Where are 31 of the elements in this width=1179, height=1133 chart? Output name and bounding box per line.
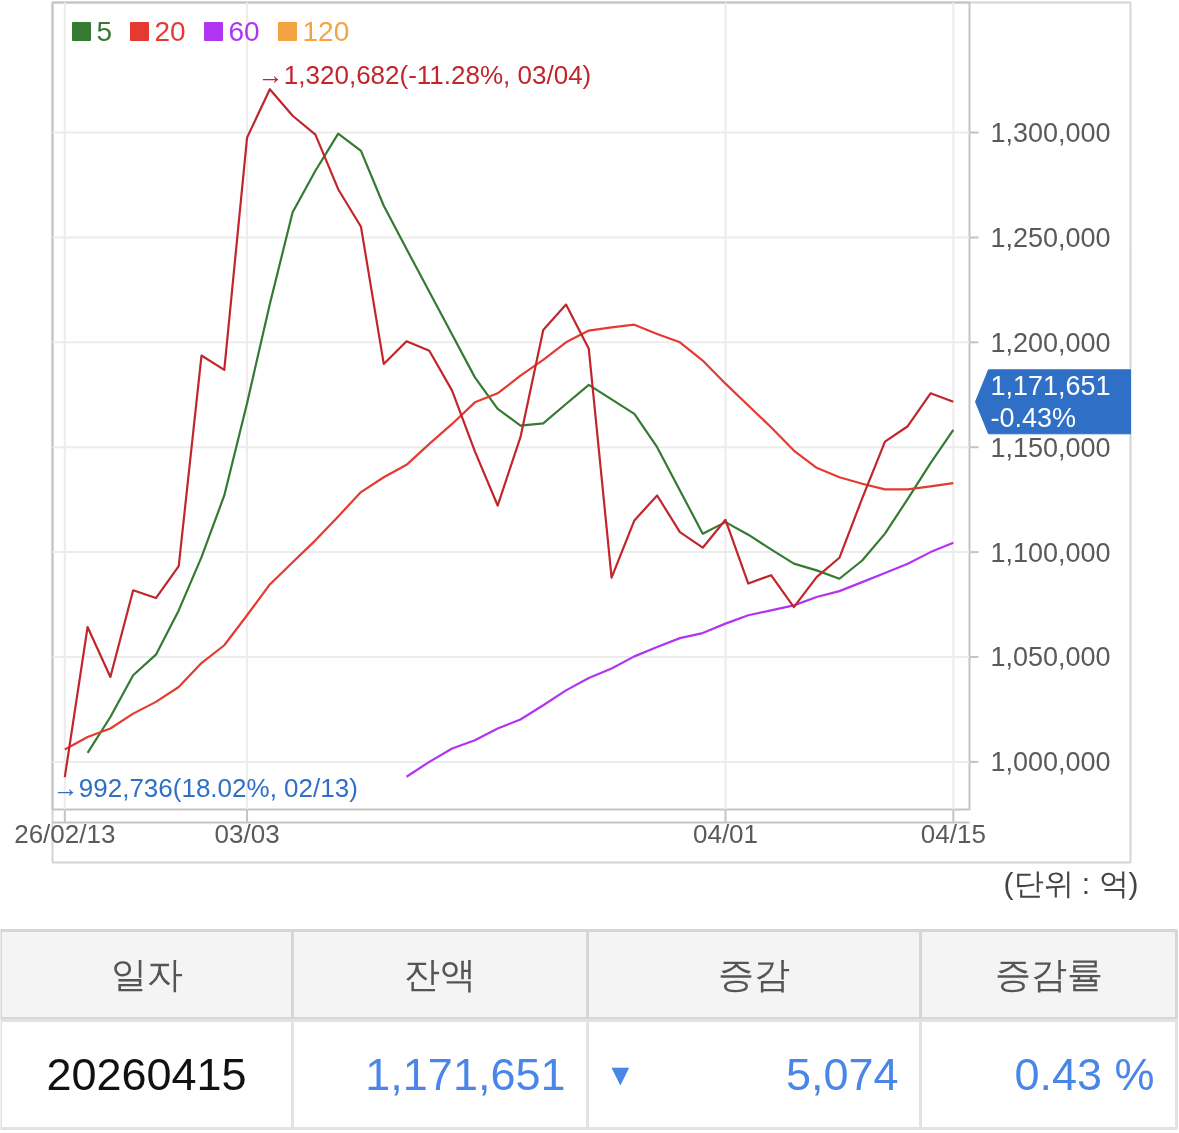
text: 20260415 [46, 1049, 247, 1100]
annotation: →992,736(18.02%, 02/13) [52, 773, 358, 804]
text: 0.43 % [1014, 1049, 1155, 1100]
y-tick-label: 1,150,000 [990, 432, 1111, 463]
legend-label: 120 [302, 16, 350, 47]
text: 5,074 [785, 1049, 899, 1100]
y-tick-label: 1,250,000 [990, 222, 1111, 253]
legend-label: 5 [96, 16, 113, 47]
text: -0.43% [990, 402, 1077, 433]
category-label: 증감률 [994, 954, 1103, 995]
x-tick-label: 03/03 [214, 818, 280, 849]
text: ▼ [605, 1058, 636, 1091]
category-label: 증감 [718, 954, 790, 995]
category-label: 잔액 [404, 954, 476, 995]
y-tick-label: 1,100,000 [990, 537, 1111, 568]
y-tick-label: 1,000,000 [990, 747, 1111, 778]
category-label: 일자 [110, 954, 183, 995]
annotation: 1,171,651 [990, 371, 1111, 402]
text: (단위 : 억) [1003, 867, 1139, 900]
y-tick-label: 1,300,000 [990, 118, 1111, 149]
line-series [63, 323, 955, 751]
x-tick-label: 04/15 [920, 818, 986, 849]
legend-label: 60 [228, 16, 260, 47]
text: 1,171,651 [365, 1049, 566, 1100]
y-tick-label: 1,200,000 [990, 327, 1111, 358]
x-tick-label: 04/01 [692, 818, 759, 849]
line-series [405, 541, 955, 778]
annotation: →1,320,682(-11.28%, 03/04) [257, 60, 592, 91]
x-tick-label: 26/02/13 [14, 818, 116, 849]
y-tick-label: 1,050,000 [990, 642, 1111, 673]
legend-label: 20 [154, 16, 186, 47]
